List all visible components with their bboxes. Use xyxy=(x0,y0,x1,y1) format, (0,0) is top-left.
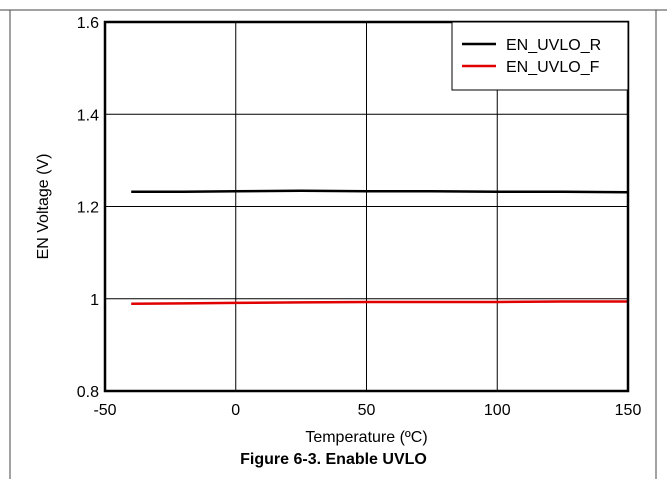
legend-box xyxy=(451,21,629,91)
figure-caption: Figure 6-3. Enable UVLO xyxy=(240,451,427,468)
y-tick-label: 1.6 xyxy=(77,15,99,32)
axes xyxy=(103,20,630,393)
legend: EN_UVLO_R EN_UVLO_F xyxy=(451,21,629,91)
y-tick-label: 1.4 xyxy=(77,107,99,124)
legend-label-en_uvlo_f: EN_UVLO_F xyxy=(506,59,600,76)
legend-label-en_uvlo_r: EN_UVLO_R xyxy=(506,37,601,54)
tick-labels: -50 0 50 100 150 0.8 1 1.2 1.4 1.6 xyxy=(77,15,642,419)
y-axis-title: EN Voltage (V) xyxy=(35,154,52,260)
x-tick-label: 0 xyxy=(231,402,240,419)
x-tick-label: 50 xyxy=(358,402,376,419)
x-tick-label: 100 xyxy=(484,402,511,419)
x-tick-label: -50 xyxy=(93,402,116,419)
y-tick-label: 1.2 xyxy=(77,200,99,217)
plot-border xyxy=(103,20,630,393)
series-line-en_uvlo_r xyxy=(131,189,629,194)
y-tick-label: 1 xyxy=(90,292,99,309)
y-tick-label: 0.8 xyxy=(77,384,99,401)
series-line-en_uvlo_f xyxy=(131,300,628,306)
x-tick-label: 150 xyxy=(615,402,642,419)
series-layer xyxy=(131,189,629,306)
x-axis-title: Temperature (ºC) xyxy=(305,429,427,446)
figure-border xyxy=(0,9,667,479)
